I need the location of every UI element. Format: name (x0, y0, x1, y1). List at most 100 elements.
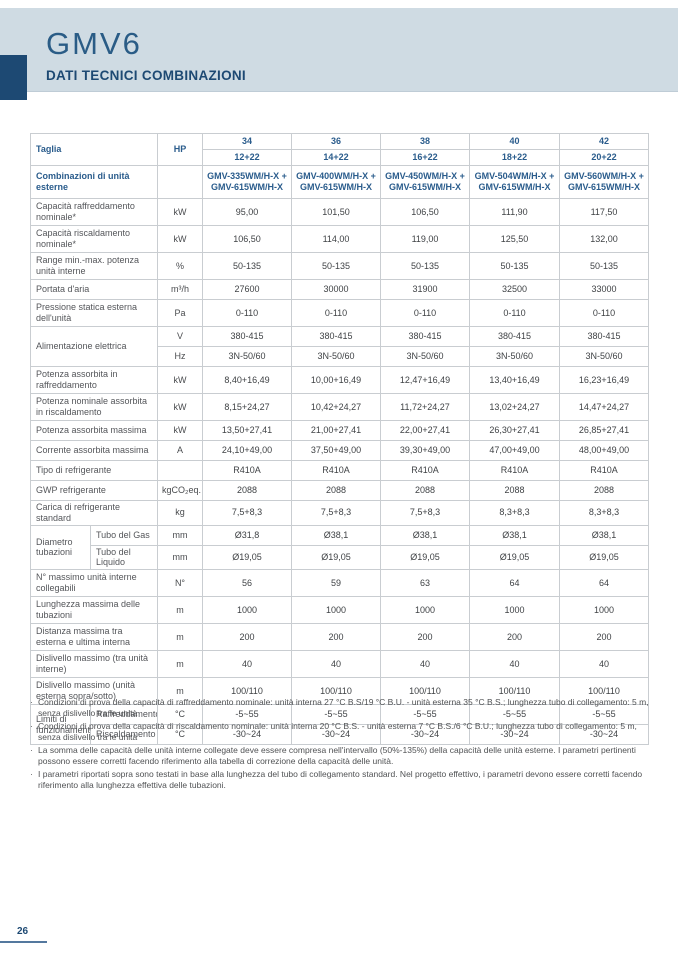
cell-value: 59 (291, 569, 381, 598)
col-header-size: 40 (469, 133, 560, 150)
cell-value: 50-135 (202, 252, 292, 280)
cell-value: 7,5+8,3 (291, 500, 381, 526)
cell-value: 1000 (469, 596, 560, 625)
row-label: N° massimo unità interne collegabili (30, 569, 158, 598)
cell-value: Ø38,1 (559, 524, 649, 546)
cell-value: 1000 (380, 596, 470, 625)
page-number: 26 (17, 926, 29, 937)
cell-value: 7,5+8,3 (202, 500, 292, 526)
cell-value: 50-135 (469, 252, 560, 280)
cell-value: 2088 (291, 480, 381, 501)
footnote-bullet: · (30, 768, 33, 779)
row-unit: % (157, 252, 203, 280)
row-label: Distanza massima tra esterna e ultima in… (30, 623, 158, 652)
cell-value: 33000 (559, 279, 649, 300)
cell-value: 101,50 (291, 198, 381, 226)
cell-value: -5~55 (380, 704, 470, 726)
cell-value: 100/110 (291, 677, 381, 706)
cell-value: 50-135 (559, 252, 649, 280)
cell-value: 100/110 (380, 677, 470, 706)
cell-value: 2088 (380, 480, 470, 501)
cell-value: 380-415 (380, 326, 470, 347)
cell-value: 22,00+27,41 (380, 420, 470, 441)
footnote-text: Condizioni di prova della capacità di ri… (38, 720, 637, 743)
cell-value: R410A (559, 460, 649, 481)
cell-value: R410A (202, 460, 292, 481)
cell-value: Ø31,8 (202, 524, 292, 546)
cell-value: 119,00 (380, 225, 470, 253)
cell-value: GMV-400WM/H-X + GMV-615WM/H-X (291, 165, 381, 199)
cell-value: Ø19,05 (380, 544, 470, 571)
cell-value: 47,00+49,00 (469, 440, 560, 461)
table-row: Range min.-max. potenza unità interne% 50… (30, 252, 649, 280)
col-header-taglia: 18+22 (469, 149, 560, 166)
table-body: Combinazioni di unità esterne GMV-335WM/H… (30, 165, 649, 746)
cell-value: 32500 (469, 279, 560, 300)
cell-value: 2088 (202, 480, 292, 501)
cell-value: 14,47+24,27 (559, 393, 649, 421)
cell-value: Ø19,05 (291, 544, 381, 571)
row-unit: kW (157, 393, 203, 421)
cell-value: -30~24 (559, 724, 649, 746)
cell-value: 0-110 (291, 299, 381, 327)
table-row: Tipo di refrigerante R410A R410A R410A R410A… (30, 460, 649, 481)
cell-value: 40 (469, 650, 560, 679)
row-unit: kgCO₂eq. (157, 480, 203, 501)
cell-value: 125,50 (469, 225, 560, 253)
row-label: Capacità raffreddamento nominale* (30, 198, 158, 226)
spec-table: Taglia HP 34 36 38 40 42 12+22 14+22 16+22 18+22 20… (30, 133, 649, 746)
cell-value: Ø38,1 (380, 524, 470, 546)
row-label: Tipo di refrigerante (30, 460, 158, 481)
cell-value: 10,42+24,27 (291, 393, 381, 421)
table-row: Pressione statica esterna dell'unità Pa 0-… (30, 299, 649, 327)
cell-value: 200 (202, 623, 292, 652)
cell-value: GMV-450WM/H-X + GMV-615WM/H-X (380, 165, 470, 199)
cell-value: 106,50 (202, 225, 292, 253)
cell-value: R410A (469, 460, 560, 481)
cell-value: Ø19,05 (202, 544, 292, 571)
table-row: Capacità riscaldamento nominale* kW 106,50… (30, 225, 649, 253)
col-header-taglia: 12+22 (202, 149, 292, 166)
table-row: Combinazioni di unità esterne GMV-335WM/H… (30, 165, 649, 199)
cell-value: 1000 (559, 596, 649, 625)
col-header-taglia: 14+22 (291, 149, 381, 166)
row-label: Potenza assorbita massima (30, 420, 158, 441)
footnote-item: · Condizioni di prova della capacità di r… (30, 721, 650, 744)
table-row: Lunghezza massima delle tubazioni m 1000 10… (30, 596, 649, 625)
cell-value: 8,40+16,49 (202, 366, 292, 394)
header-banner: GMV6 DATI TECNICI COMBINAZIONI (0, 8, 678, 92)
row-label: Alimentazione elettrica (30, 326, 158, 367)
cell-value: 380-415 (559, 326, 649, 347)
col-header-size: 34 (202, 133, 292, 150)
cell-value: GMV-335WM/H-X + GMV-615WM/H-X (202, 165, 292, 199)
cell-value: R410A (291, 460, 381, 481)
table-row: Tubo del Liquido mm Ø19,05 Ø19,05 Ø19,05 Ø19,… (31, 544, 649, 571)
cell-value: 24,10+49,00 (202, 440, 292, 461)
cell-value: Ø38,1 (469, 524, 560, 546)
row-unit: m (157, 596, 203, 625)
cell-value: 13,40+16,49 (469, 366, 560, 394)
header-row-sizes: Taglia HP 34 36 38 40 42 (30, 133, 649, 166)
cell-value: 111,90 (469, 198, 560, 226)
cell-value: 380-415 (469, 326, 560, 347)
row-label: Lunghezza massima delle tubazioni (30, 596, 158, 625)
cell-value: Ø19,05 (469, 544, 560, 571)
cell-value: 26,30+27,41 (469, 420, 560, 441)
cell-value: -5~55 (469, 704, 560, 726)
col-header-size: 42 (559, 133, 649, 150)
cell-value: 13,50+27,41 (202, 420, 292, 441)
cell-value: 31900 (380, 279, 470, 300)
footnote-text: La somma delle capacità delle unità inte… (38, 744, 636, 767)
header-accent-square (0, 55, 27, 100)
cell-value: 40 (559, 650, 649, 679)
cell-value: 2088 (469, 480, 560, 501)
cell-value: 37,50+49,00 (291, 440, 381, 461)
row-unit: mm (157, 544, 203, 571)
table-row: Limiti di funzionamento Raffreddamento °C -… (30, 704, 649, 746)
cell-value: 8,15+24,27 (202, 393, 292, 421)
cell-value: 1000 (291, 596, 381, 625)
row-label: Combinazioni di unità esterne (30, 165, 158, 199)
table-row: GWP refrigerante kgCO₂eq. 2088 2088 2088 2088… (30, 480, 649, 501)
cell-value: 12,47+16,49 (380, 366, 470, 394)
